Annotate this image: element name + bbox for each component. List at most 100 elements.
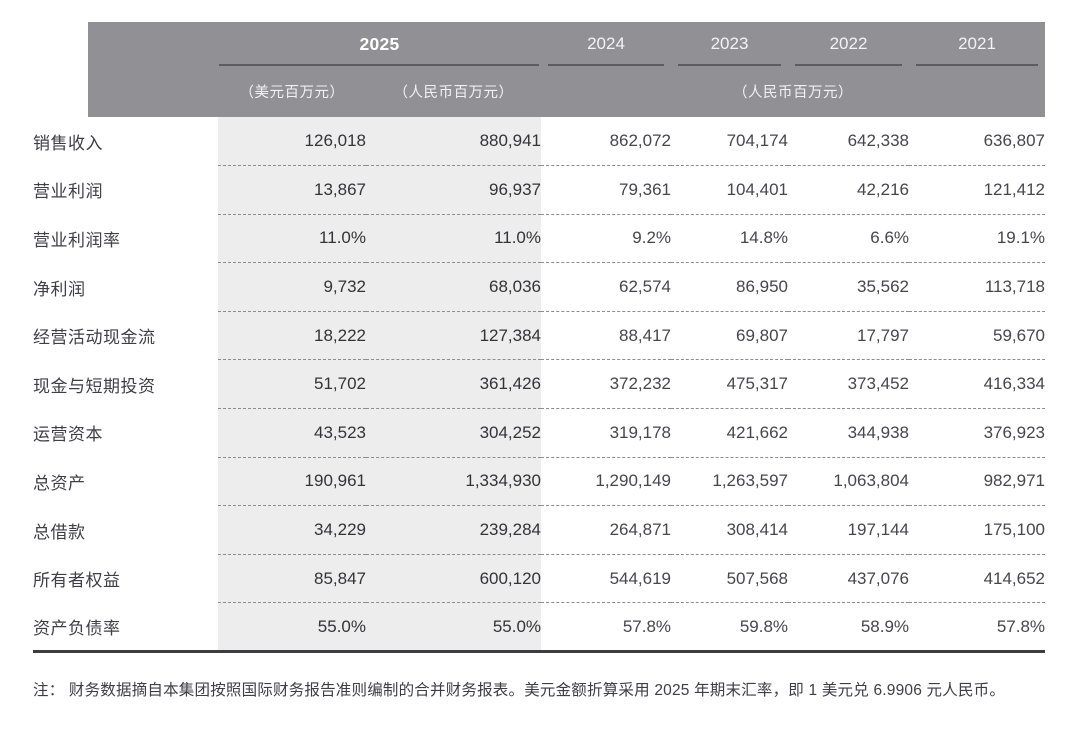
footnote: 注： 财务数据摘自本集团按照国际财务报告准则编制的合并财务报表。美元金额折算采用… — [33, 682, 1006, 699]
cell-cny-2025: 361,426 — [366, 359, 542, 409]
header-unit-cny-years: （人民币百万元） — [541, 66, 1046, 117]
table-row-revenue: 销售收入 126,018 880,941 862,072 704,174 642… — [33, 117, 1045, 166]
cell-2023: 308,414 — [671, 505, 789, 555]
cell-cny-2025: 304,252 — [366, 408, 542, 458]
cell-2022: 35,562 — [788, 262, 910, 312]
row-label: 营业利润 — [33, 165, 218, 215]
table-row-cash-short-term-investments: 现金与短期投资 51,702 361,426 372,232 475,317 3… — [33, 359, 1046, 409]
header-year-2025-label: 2025 — [359, 33, 400, 54]
cell-usd-2025: 126,018 — [218, 117, 366, 166]
header-year-2022: 2022 — [788, 22, 910, 66]
cell-2021: 376,923 — [909, 408, 1046, 458]
table-body: 销售收入 126,018 880,941 862,072 704,174 642… — [33, 117, 1046, 654]
cell-2023: 507,568 — [671, 553, 789, 603]
cell-cny-2025: 1,334,930 — [366, 456, 542, 506]
header-corner-cell — [33, 22, 218, 66]
header-year-2025: 2025 — [218, 22, 542, 66]
header-unit-usd: （美元百万元） — [218, 66, 366, 117]
cell-cny-2025: 600,120 — [366, 553, 542, 603]
cell-2023: 475,317 — [671, 359, 789, 409]
cell-2021: 636,807 — [983, 131, 1046, 151]
cell-cny-2025: 880,941 — [366, 117, 542, 166]
header-year-2023: 2023 — [671, 22, 789, 66]
cell-2023: 59.8% — [671, 602, 789, 654]
table-header: 2025 2024 2023 2022 — [33, 22, 1046, 117]
cell-2021: 57.8% — [909, 602, 1046, 654]
row-label: 资产负债率 — [33, 602, 218, 654]
cell-2023: 69,807 — [671, 310, 789, 360]
cell-cny-2025: 55.0% — [366, 602, 542, 654]
header-year-2023-label: 2023 — [710, 34, 749, 53]
cell-2024: 62,574 — [541, 262, 672, 312]
header-year-2024: 2024 — [541, 22, 672, 66]
cell-2022: 6.6% — [788, 213, 910, 263]
cell-2024: 1,290,149 — [541, 456, 672, 506]
header-year-2021-label: 2021 — [958, 34, 996, 53]
cell-usd-2025: 9,732 — [218, 262, 366, 312]
row-label: 销售收入 — [33, 117, 218, 166]
cell-usd-2025: 190,961 — [218, 456, 366, 506]
cell-2022: 373,452 — [788, 359, 910, 409]
header-underline-2024 — [548, 64, 665, 66]
cell-2021: 113,718 — [909, 262, 1046, 312]
row-label: 总借款 — [33, 505, 218, 555]
cell-usd-2025: 34,229 — [218, 505, 366, 555]
cell-2023: 14.8% — [671, 213, 789, 263]
cell-usd-2025: 18,222 — [218, 310, 366, 360]
header-underline-2021 — [916, 64, 1039, 66]
cell-2022: 344,938 — [788, 408, 910, 458]
header-underline-2022 — [795, 64, 903, 66]
cell-2024: 319,178 — [541, 408, 672, 458]
header-unit-cny-2025: （人民币百万元） — [366, 66, 542, 117]
cell-2022: 642,338 — [847, 131, 910, 151]
cell-2024: 372,232 — [541, 359, 672, 409]
cell-2024: 88,417 — [541, 310, 672, 360]
cell-2021: 982,971 — [909, 456, 1046, 506]
header-year-2021: 2021 — [909, 22, 1046, 66]
cell-2022: 42,216 — [788, 165, 910, 215]
table-row-liability-ratio: 资产负债率 55.0% 55.0% 57.8% 59.8% 58.9% 57.8… — [33, 602, 1046, 654]
row-label: 净利润 — [33, 262, 218, 312]
cell-2022: 17,797 — [788, 310, 910, 360]
header-units-row: （美元百万元） （人民币百万元） （人民币百万元） — [33, 66, 1046, 117]
row-label: 总资产 — [33, 457, 218, 506]
cell-cny-2025: 96,937 — [366, 165, 542, 215]
cell-cny-2025: 11.0% — [366, 213, 542, 263]
cell-2024: 57.8% — [541, 602, 672, 654]
row-label: 运营资本 — [33, 408, 218, 458]
table-row-working-capital: 运营资本 43,523 304,252 319,178 421,662 344,… — [33, 408, 1046, 458]
table-row-owners-equity: 所有者权益 85,847 600,120 544,619 507,568 437… — [33, 553, 1046, 603]
cell-2021: 59,670 — [909, 310, 1046, 360]
cell-2023: 704,174 — [726, 131, 789, 151]
cell-cny-2025: 127,384 — [366, 310, 542, 360]
row-label: 营业利润率 — [33, 214, 218, 263]
cell-2023: 1,263,597 — [671, 456, 789, 506]
row-label: 经营活动现金流 — [33, 311, 218, 360]
row-label: 所有者权益 — [33, 554, 218, 603]
cell-2022: 1,063,804 — [788, 456, 910, 506]
cell-2023: 104,401 — [671, 165, 789, 215]
table-row-operating-margin: 营业利润率 11.0% 11.0% 9.2% 14.8% 6.6% 19.1% — [33, 213, 1046, 263]
table-row-operating-cash-flow: 经营活动现金流 18,222 127,384 88,417 69,807 17,… — [33, 310, 1046, 360]
cell-usd-2025: 11.0% — [218, 213, 366, 263]
cell-2021: 416,334 — [909, 359, 1046, 409]
cell-2022: 58.9% — [788, 602, 910, 654]
cell-usd-2025: 85,847 — [218, 553, 366, 603]
cell-2021: 175,100 — [909, 505, 1046, 555]
financial-summary-table: 2025 2024 2023 2022 — [33, 22, 1046, 654]
cell-2021: 19.1% — [909, 213, 1046, 263]
header-units-corner-cell — [33, 66, 218, 117]
table-row-total-assets: 总资产 190,961 1,334,930 1,290,149 1,263,59… — [33, 456, 1046, 506]
cell-2021: 414,652 — [909, 553, 1046, 603]
cell-usd-2025: 43,523 — [218, 408, 366, 458]
cell-2021: 121,412 — [909, 165, 1046, 215]
header-underline-2025 — [219, 64, 540, 66]
header-year-2024-label: 2024 — [587, 34, 625, 53]
cell-usd-2025: 55.0% — [218, 602, 366, 654]
cell-2023: 86,950 — [671, 262, 789, 312]
table-row-total-borrowings: 总借款 34,229 239,284 264,871 308,414 197,1… — [33, 505, 1046, 555]
cell-2024: 264,871 — [541, 505, 672, 555]
financial-summary-table-wrap: 2025 2024 2023 2022 — [33, 22, 1046, 654]
cell-cny-2025: 239,284 — [366, 505, 542, 555]
